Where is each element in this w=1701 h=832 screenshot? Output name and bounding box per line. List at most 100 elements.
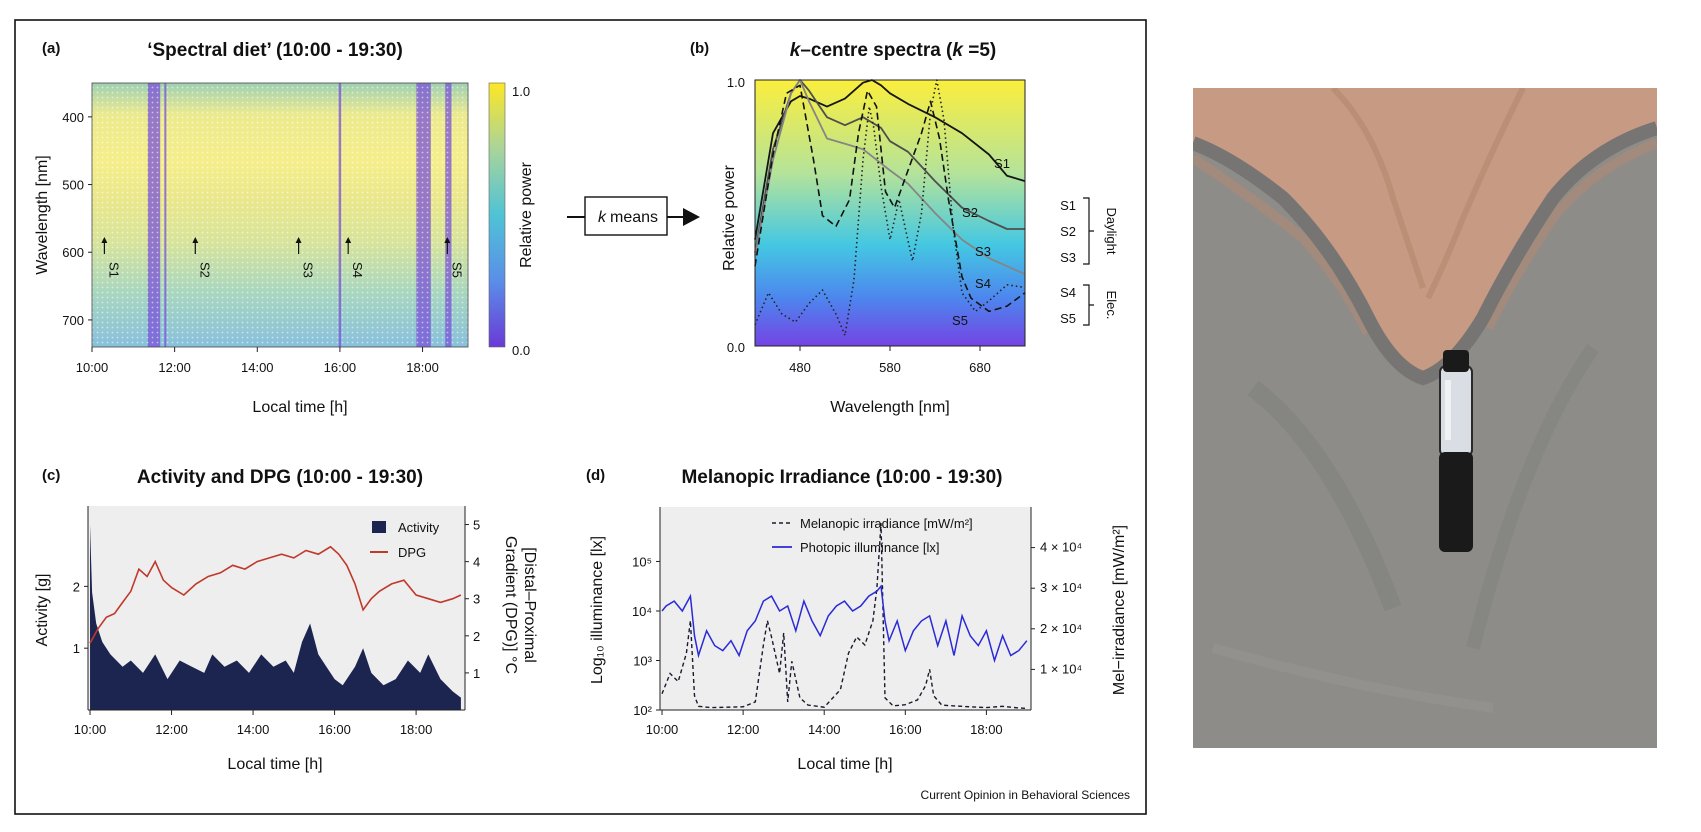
panel-d-title: Melanopic Irradiance (10:00 - 19:30) bbox=[681, 467, 1002, 488]
panel-d-ytick-right-label: 2 × 10⁴ bbox=[1040, 621, 1082, 636]
panel-d-ytick-left-label: 10⁵ bbox=[632, 554, 652, 569]
panel-a-xtick-label: 14:00 bbox=[241, 360, 274, 375]
sample-marker-label: S4 bbox=[350, 262, 365, 278]
group-label: Elec. bbox=[1104, 291, 1119, 320]
panel-d-xtick-label: 14:00 bbox=[808, 722, 841, 737]
panel-d-ytick-right-label: 1 × 10⁴ bbox=[1040, 661, 1082, 676]
melanopic-line bbox=[661, 523, 1027, 710]
spectrum-label-s3: S3 bbox=[975, 244, 991, 259]
legend-activity-swatch bbox=[372, 521, 386, 533]
light-logger-device bbox=[1439, 350, 1473, 552]
neck-skin bbox=[1193, 88, 1657, 378]
spectrum-line-s5 bbox=[754, 79, 1026, 337]
spectrum-label-s1: S1 bbox=[994, 156, 1010, 171]
panel-d-ytick-left-label: 10⁴ bbox=[632, 604, 652, 619]
group-member-label: S2 bbox=[1060, 224, 1076, 239]
panel-b-spectra: (b) k–centre spectra (k =5) 1.0 0.0 480 5… bbox=[690, 40, 1119, 416]
panel-b-xlabel: Wavelength [nm] bbox=[830, 399, 949, 416]
spectrum-line-s3 bbox=[754, 79, 1026, 276]
legend-dpg-label: DPG bbox=[398, 545, 426, 560]
colorbar-tick-min: 0.0 bbox=[512, 343, 530, 358]
panel-a-xtick-label: 10:00 bbox=[76, 360, 109, 375]
panel-c-ytick-right-label: 5 bbox=[473, 518, 480, 533]
panel-c-ytick-right-label: 2 bbox=[473, 629, 480, 644]
panel-b-ytick-min: 0.0 bbox=[727, 340, 745, 355]
spectrum-label-s4: S4 bbox=[975, 276, 991, 291]
panel-c-ylabel-right-2: Gradient (DPG)] °C bbox=[502, 536, 519, 674]
panel-d-ylabel-left: Log₁₀ illuminance [lx] bbox=[589, 536, 606, 684]
panel-d-plot-area bbox=[660, 507, 1031, 710]
panel-c-xtick-label: 16:00 bbox=[318, 722, 351, 737]
colorbar-tick-max: 1.0 bbox=[512, 84, 530, 99]
kmeans-box bbox=[584, 196, 668, 236]
panel-d-ytick-right-label: 4 × 10⁴ bbox=[1040, 540, 1082, 555]
panel-a-xtick-label: 18:00 bbox=[406, 360, 439, 375]
panel-b-xtick-label: 680 bbox=[969, 360, 991, 375]
kmeans-label: means bbox=[610, 209, 658, 226]
sample-marker-label: S2 bbox=[197, 262, 212, 278]
photo-wearable-logger bbox=[1193, 88, 1657, 748]
panel-d-ylabel-right: Mel−irradiance [mW/m²] bbox=[1111, 525, 1128, 695]
panel-c-xtick-label: 10:00 bbox=[74, 722, 107, 737]
legend-photopic-label: Photopic illuminance [lx] bbox=[800, 540, 939, 555]
panel-d-ytick-right-label: 3 × 10⁴ bbox=[1040, 580, 1082, 595]
photopic-line bbox=[661, 584, 1028, 664]
arrow-right-icon bbox=[683, 208, 700, 226]
panel-c-label: (c) bbox=[42, 467, 60, 484]
legend-activity-label: Activity bbox=[398, 520, 440, 535]
legend-melanopic-label: Melanopic irradiance [mW/m²] bbox=[800, 516, 973, 531]
panel-a-xlabel: Local time [h] bbox=[252, 399, 347, 416]
journal-credit: Current Opinion in Behavioral Sciences bbox=[921, 788, 1130, 802]
panel-b-title: k–centre spectra (k =5) bbox=[790, 40, 997, 61]
dpg-line bbox=[89, 545, 462, 644]
panel-d-xtick-label: 16:00 bbox=[889, 722, 922, 737]
group-bracket bbox=[1083, 284, 1094, 326]
panel-a-title: ‘Spectral diet’ (10:00 - 19:30) bbox=[147, 40, 403, 61]
sample-marker-label: S1 bbox=[106, 262, 121, 278]
panel-d-xtick-label: 12:00 bbox=[727, 722, 760, 737]
group-member-label: S4 bbox=[1060, 285, 1076, 300]
panel-b-ytick-max: 1.0 bbox=[727, 75, 745, 90]
panel-c-ytick-left-label: 1 bbox=[73, 641, 80, 656]
panel-c-ylabel-right-1: [Distal–Proximal bbox=[521, 547, 538, 663]
group-bracket bbox=[1083, 197, 1094, 265]
group-member-label: S1 bbox=[1060, 198, 1076, 213]
panel-a-ytick-label: 700 bbox=[62, 313, 84, 328]
spectrum-line-s4 bbox=[754, 84, 1026, 313]
panel-a-ytick-label: 400 bbox=[62, 110, 84, 125]
spectrum-label-s2: S2 bbox=[962, 205, 978, 220]
spectrum-label-s5: S5 bbox=[952, 313, 968, 328]
sample-marker-label: S3 bbox=[301, 262, 316, 278]
panel-a-label: (a) bbox=[42, 40, 60, 57]
panel-a-xtick-label: 16:00 bbox=[324, 360, 357, 375]
panel-c-ytick-right-label: 1 bbox=[473, 666, 480, 681]
panel-c-activity: (c) Activity and DPG (10:00 - 19:30) 1 2 1… bbox=[34, 467, 538, 773]
sample-marker-label: S5 bbox=[449, 262, 464, 278]
panel-b-label: (b) bbox=[690, 40, 709, 57]
panel-c-ytick-right-label: 4 bbox=[473, 555, 480, 570]
panel-c-xtick-label: 18:00 bbox=[400, 722, 433, 737]
panel-c-ylabel-left: Activity [g] bbox=[34, 574, 51, 647]
colorbar-label: Relative power bbox=[518, 161, 535, 268]
panel-c-xlabel: Local time [h] bbox=[227, 756, 322, 773]
panel-d-ytick-left-label: 10² bbox=[633, 703, 652, 718]
panel-d-label: (d) bbox=[586, 467, 605, 484]
panel-d-xlabel: Local time [h] bbox=[797, 756, 892, 773]
group-member-label: S3 bbox=[1060, 250, 1076, 265]
figure-frame bbox=[14, 19, 1147, 815]
panel-b-xtick-label: 480 bbox=[789, 360, 811, 375]
kmeans-k: k bbox=[598, 209, 607, 226]
panel-d-xtick-label: 10:00 bbox=[646, 722, 679, 737]
spectra-plot-area bbox=[755, 80, 1025, 346]
panel-d-xtick-label: 18:00 bbox=[970, 722, 1003, 737]
panel-d-melanopic: (d) Melanopic Irradiance (10:00 - 19:30)… bbox=[586, 467, 1128, 773]
panel-c-xtick-label: 14:00 bbox=[237, 722, 270, 737]
group-member-label: S5 bbox=[1060, 311, 1076, 326]
panel-a-ylabel: Wavelength [nm] bbox=[34, 155, 51, 274]
panel-b-ylabel: Relative power bbox=[721, 164, 738, 271]
panel-a-ytick-label: 600 bbox=[62, 245, 84, 260]
tshirt-collar bbox=[1193, 121, 1657, 386]
group-label: Daylight bbox=[1104, 208, 1119, 255]
panel-a-xtick-label: 12:00 bbox=[158, 360, 191, 375]
panel-a-heatmap: (a) ‘Spectral diet’ (10:00 - 19:30) 400 5… bbox=[34, 40, 535, 416]
